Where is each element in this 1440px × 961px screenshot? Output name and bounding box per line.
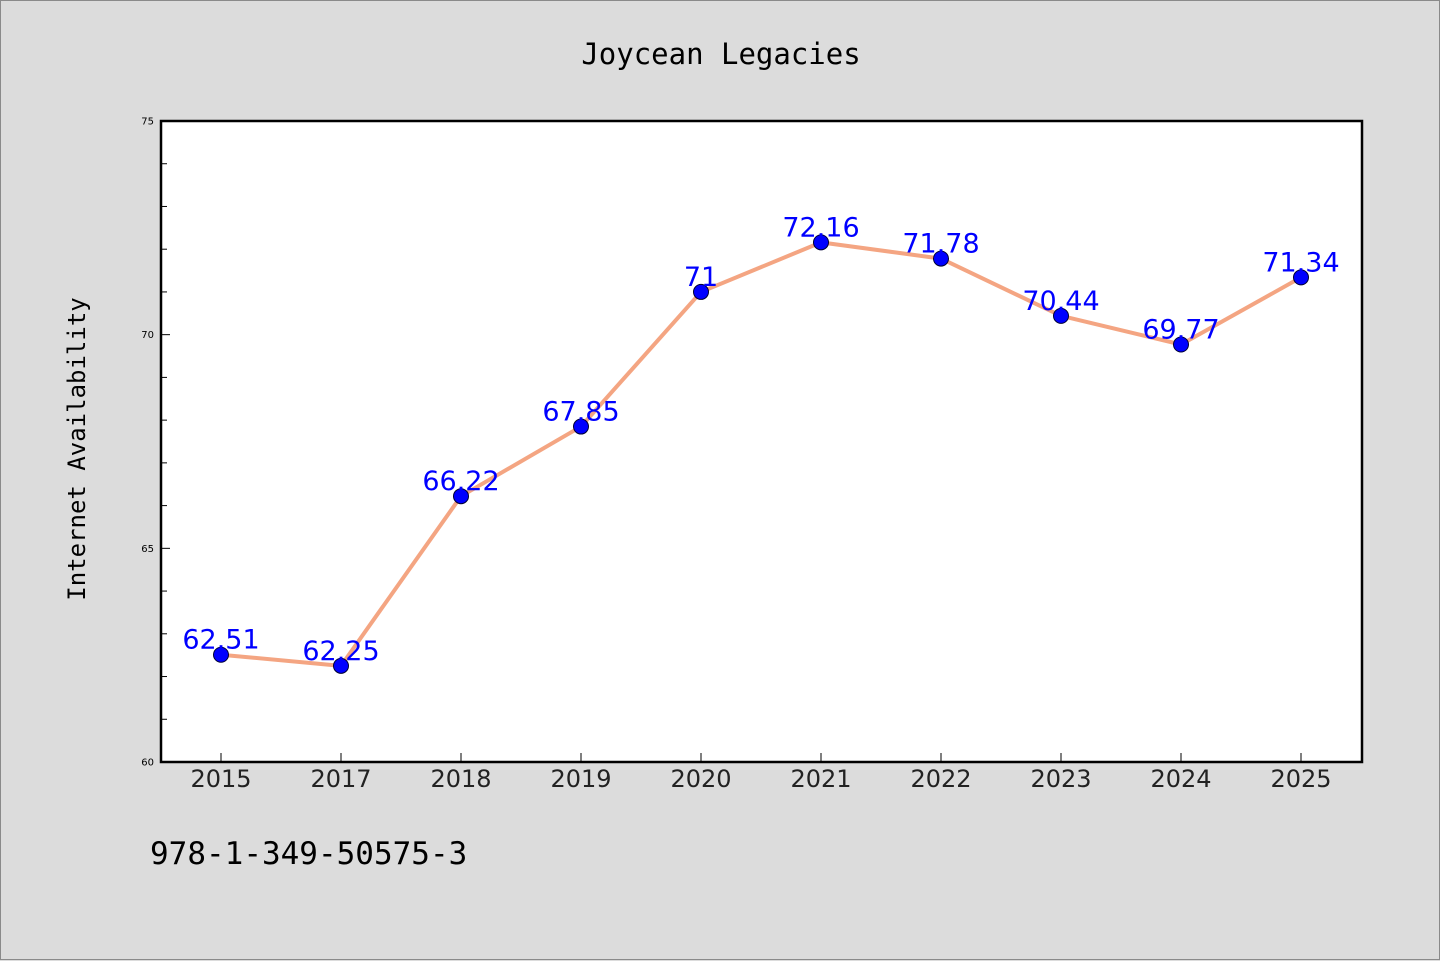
x-tick-label: 2023	[1030, 765, 1091, 793]
data-label: 70.44	[1022, 286, 1099, 317]
x-tick-label: 2024	[1150, 765, 1211, 793]
y-tick-label: 60	[141, 758, 154, 769]
data-label: 71.34	[1262, 247, 1339, 278]
x-tick-label: 2025	[1270, 765, 1331, 793]
x-tick-label: 2015	[190, 765, 251, 793]
data-point	[693, 283, 709, 300]
data-point	[333, 657, 349, 674]
data-label: 62.51	[182, 625, 259, 656]
x-tick-label: 2021	[790, 765, 851, 793]
data-point	[1293, 269, 1309, 286]
data-label: 66.22	[422, 466, 499, 497]
y-tick-label: 75	[141, 117, 154, 128]
plot-frame	[159, 119, 1364, 764]
y-tick-label: 65	[141, 544, 154, 555]
data-label: 71	[684, 262, 718, 293]
isbn-annotation: 978-1-349-50575-3	[150, 836, 467, 872]
y-axis-label: Internet Availability	[63, 297, 91, 600]
data-label: 67.85	[542, 397, 619, 428]
data-label: 72.16	[782, 212, 859, 243]
x-tick-label: 2022	[910, 765, 971, 793]
data-label: 71.78	[902, 229, 979, 260]
data-point	[453, 488, 469, 505]
x-tick-label: 2020	[670, 765, 731, 793]
data-point	[1173, 336, 1189, 353]
series-group: 62.51 62.25 66.22 67.85 71 72.16 71.78 70.44 69.…	[182, 212, 1340, 674]
data-point	[213, 646, 229, 663]
x-tick-label: 2018	[430, 765, 491, 793]
y-tick-label: 70	[141, 330, 154, 341]
x-tick-label: 2019	[550, 765, 611, 793]
series-line	[219, 240, 1303, 668]
x-axis: 2015 2017 2018 2019 2020 2021 2022 2023 2024 2025	[190, 753, 1332, 793]
chart-title: Joycean Legacies	[581, 37, 860, 71]
data-label: 62.25	[302, 636, 379, 667]
data-point	[573, 418, 589, 435]
x-tick-label: 2017	[310, 765, 371, 793]
data-point	[813, 234, 829, 251]
data-label: 69.77	[1142, 314, 1219, 345]
plot-area	[161, 121, 1362, 762]
data-point	[933, 250, 949, 267]
data-point	[1053, 307, 1069, 324]
